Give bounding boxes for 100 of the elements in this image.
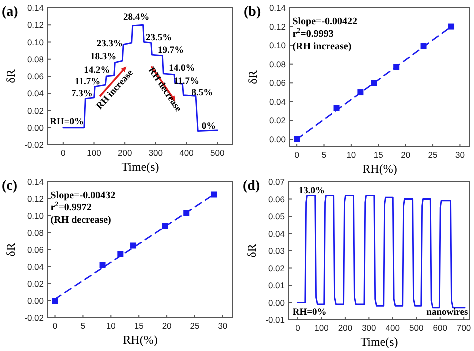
x-tick-label: 20 (401, 150, 411, 160)
x-tick-label: 100 (314, 323, 330, 333)
x-tick-label: 300 (148, 148, 164, 158)
y-tick-label: 0.02 (27, 106, 44, 116)
y-tick-label: 0.08 (269, 59, 286, 70)
x-tick-label: 0 (296, 323, 301, 333)
y-tick-label: 0.02 (268, 263, 286, 274)
x-tick-label: 15 (374, 150, 384, 160)
y-tick-label: 0.12 (27, 194, 44, 204)
annotation: (RH increase) (292, 42, 352, 53)
y-tick-label: 0.06 (269, 78, 286, 88)
point (210, 192, 217, 198)
y-tick-label: 0.00 (268, 298, 286, 308)
point (100, 262, 106, 268)
x-tick-label: 500 (210, 148, 225, 158)
x-tick-label: 10 (346, 150, 356, 160)
chart-title: (a) (2, 5, 19, 20)
y-tick-label: 0.01 (268, 280, 286, 290)
y-tick-label: 0.04 (27, 262, 44, 272)
y-axis-title: δR (245, 244, 259, 258)
y-tick-label: 0.08 (27, 228, 44, 238)
chart-title: (d) (243, 179, 260, 194)
y-tick-label: 0.06 (27, 72, 44, 82)
x-tick-label: 20 (162, 321, 172, 331)
y-tick-label: 0.10 (27, 211, 44, 221)
y-tick-label: -0.02 (24, 313, 44, 323)
y-tick-label: -0.01 (266, 315, 286, 325)
y-tick-label: 0.10 (269, 40, 286, 51)
y-axis-title: δR (4, 243, 18, 257)
y-axis-title: δR (4, 70, 18, 84)
annotation: 13.0% (298, 186, 326, 197)
y-tick-label: 0.05 (268, 212, 286, 222)
x-tick-label: 100 (87, 148, 102, 158)
annotation: 23.3% (96, 39, 124, 50)
annotation: RH=0% (50, 117, 84, 128)
y-tick-label: 0.10 (27, 37, 44, 48)
y-tick-label: 0.04 (268, 228, 286, 239)
x-tick-label: 400 (386, 323, 400, 333)
point (448, 24, 455, 30)
annotation: Slope=-0.00432 (50, 190, 116, 202)
x-tick-label: 500 (410, 323, 424, 333)
annotation: 28.4% (124, 13, 150, 24)
annotation: (RH decrease) (50, 214, 112, 226)
x-tick-label: 5 (322, 150, 327, 160)
y-tick-label: 0.07 (268, 177, 286, 187)
y-tick-label: 0.06 (268, 194, 286, 204)
annotation: 14.2% (84, 66, 110, 76)
y-tick-label: 0.03 (268, 246, 286, 256)
y-tick-label: 0.14 (269, 3, 286, 13)
y-tick-label: 0.06 (27, 245, 44, 255)
x-tick-label: 25 (428, 150, 438, 160)
y-tick-label: 0.08 (27, 54, 44, 64)
point (130, 242, 137, 249)
annotation: Slope=-0.00422 (292, 16, 358, 28)
chart-title: (b) (244, 5, 262, 20)
y-tick-label: 0.12 (269, 22, 286, 32)
y-tick-label: 0.12 (27, 20, 44, 30)
y-tick-label: 0.02 (269, 116, 286, 126)
annotation: r$^{2}$=0.9972 (50, 200, 92, 214)
line-series (297, 195, 466, 309)
x-axis-title: RH(%) (362, 162, 398, 176)
annotation: 7.3% (72, 89, 93, 100)
annotation: 18.3% (90, 52, 117, 62)
y-tick-label: 0.04 (27, 88, 44, 99)
x-tick-label: 700 (456, 323, 472, 333)
x-tick-label: 0 (61, 148, 66, 158)
annotation: 11.7% (74, 77, 101, 88)
x-tick-label: 400 (180, 148, 194, 158)
annotation: 0% (202, 122, 216, 132)
y-tick-label: 0.00 (27, 296, 44, 306)
y-tick-label: 0.02 (27, 279, 44, 289)
y-tick-label: 0.04 (269, 96, 286, 107)
y-tick-label: 0.14 (27, 3, 44, 13)
x-tick-label: 600 (433, 323, 448, 333)
x-axis-title: RH(%) (123, 333, 158, 347)
annotation: 8.5% (192, 88, 214, 99)
annotation: 23.5% (146, 34, 172, 44)
y-tick-label: 0.00 (27, 122, 44, 133)
x-tick-label: 200 (338, 323, 353, 333)
x-axis-title: Time(s) (122, 160, 160, 174)
x-tick-label: 30 (218, 321, 228, 331)
y-axis-title: δR (246, 70, 260, 84)
x-tick-label: 300 (362, 323, 377, 333)
annotation: r$^{2}$=0.9993 (292, 27, 334, 40)
annotation: nanowires (426, 308, 468, 318)
x-tick-label: 30 (455, 150, 466, 160)
x-tick-label: 25 (190, 321, 200, 331)
annotation: 14.0% (169, 64, 196, 74)
x-tick-label: 10 (106, 321, 116, 331)
annotation: RH=0% (292, 308, 327, 318)
x-tick-label: 200 (118, 148, 132, 158)
y-tick-label: 0.14 (27, 177, 44, 187)
x-tick-label: 0 (294, 150, 300, 160)
y-tick-label: -0.02 (24, 140, 44, 150)
annotation: 19.7% (158, 46, 184, 56)
x-tick-label: 0 (52, 321, 58, 331)
y-tick-label: 0.00 (269, 134, 286, 144)
x-tick-label: 5 (80, 321, 86, 331)
chart-title: (c) (2, 179, 18, 194)
x-axis-title: Time(s) (360, 335, 398, 349)
